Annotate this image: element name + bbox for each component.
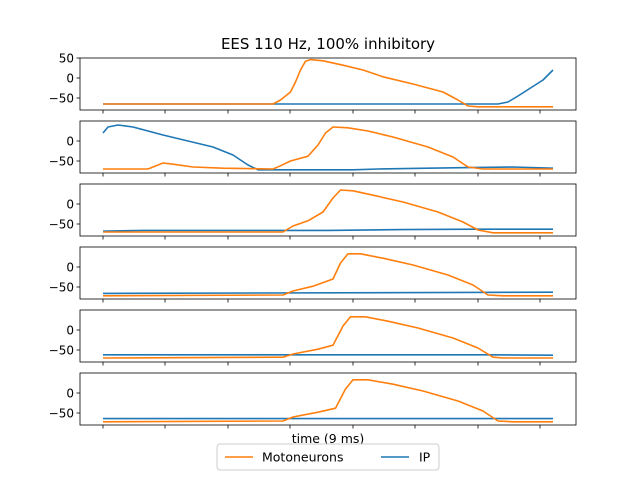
subplot-frame bbox=[79, 183, 577, 237]
subplot-frame bbox=[79, 246, 577, 300]
y-tick-label: −50 bbox=[49, 91, 74, 105]
subplot-frame bbox=[79, 309, 577, 363]
subplot-3: 0−50 bbox=[49, 183, 577, 240]
y-tick-label: −50 bbox=[49, 406, 74, 420]
chart-title: EES 110 Hz, 100% inhibitory bbox=[221, 35, 435, 53]
y-tick-label: 0 bbox=[66, 197, 74, 211]
y-tick-label: −50 bbox=[49, 217, 74, 231]
legend-frame bbox=[216, 443, 440, 471]
legend: Motoneurons IP bbox=[216, 443, 440, 471]
y-tick-label: −50 bbox=[49, 343, 74, 357]
subplot-2: 0−50 bbox=[49, 120, 577, 177]
subplot-1: 50 0 −50 bbox=[49, 51, 577, 114]
series-line-motoneurons bbox=[102, 253, 553, 297]
series-line-ip bbox=[102, 291, 554, 295]
y-tick-label: 0 bbox=[66, 260, 74, 274]
subplot-frame bbox=[79, 120, 577, 174]
y-tick-label: −50 bbox=[49, 154, 74, 168]
subplot-5: 0−50 bbox=[49, 309, 577, 366]
series-line-ip bbox=[102, 124, 554, 171]
x-axis-label: time (9 ms) bbox=[292, 431, 365, 446]
series-line-motoneurons bbox=[103, 189, 553, 234]
y-tick-label: 0 bbox=[66, 71, 74, 85]
y-tick-label: 50 bbox=[59, 51, 74, 65]
subplot-frame bbox=[79, 372, 577, 426]
series-line-motoneurons bbox=[103, 126, 553, 170]
y-tick-label: 0 bbox=[66, 386, 74, 400]
series-line-motoneurons bbox=[102, 316, 553, 359]
subplot-6: 0−50 bbox=[49, 372, 577, 429]
legend-label-motoneurons: Motoneurons bbox=[262, 450, 343, 465]
subplot-4: 0−50 bbox=[49, 246, 577, 303]
subplots: 500−500−500−500−500−500−50 bbox=[49, 51, 577, 429]
subplot-frame bbox=[79, 57, 577, 111]
series-line-motoneurons bbox=[102, 379, 553, 423]
y-tick-label: −50 bbox=[49, 280, 74, 294]
legend-label-ip: IP bbox=[419, 450, 431, 465]
y-tick-label: 0 bbox=[66, 134, 74, 148]
series-line-ip bbox=[103, 69, 554, 105]
series-line-motoneurons bbox=[103, 58, 553, 108]
y-tick-label: 0 bbox=[66, 323, 74, 337]
